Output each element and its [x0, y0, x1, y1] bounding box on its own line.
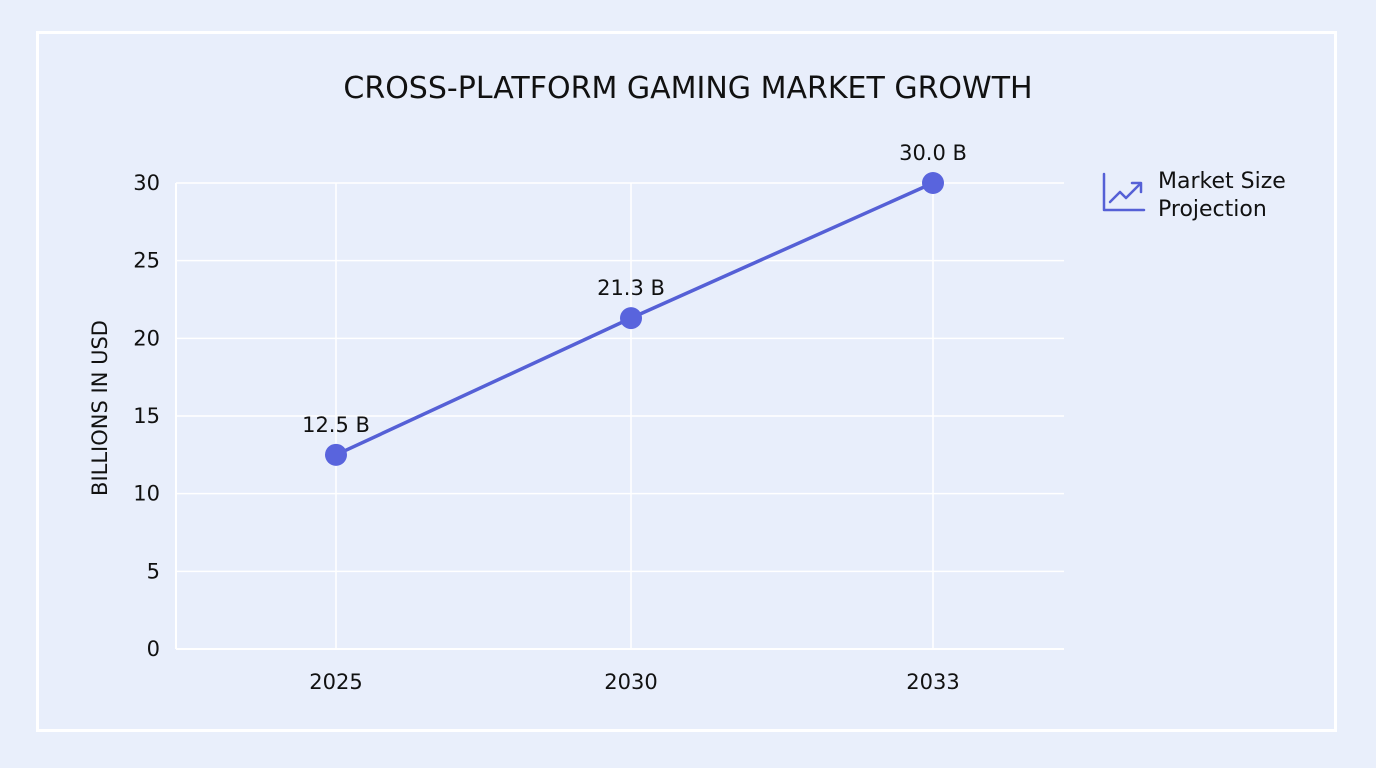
data-point	[325, 443, 347, 466]
x-tick-label: 2030	[604, 670, 657, 694]
x-tick-label: 2033	[906, 670, 959, 694]
chart-frame	[36, 31, 1337, 732]
y-tick-label: 0	[147, 637, 160, 661]
x-tick-label: 2025	[309, 670, 362, 694]
legend: Market Size Projection	[1100, 168, 1308, 224]
y-tick-label: 10	[133, 482, 160, 506]
axis-layer	[175, 183, 1064, 650]
data-label: 21.3 B	[597, 276, 665, 300]
data-point	[620, 307, 642, 330]
grid-layer	[176, 182, 1064, 649]
legend-label: Market Size Projection	[1158, 169, 1286, 222]
y-axis-title: BILLIONS IN USD	[88, 320, 112, 496]
data-label: 30.0 B	[899, 141, 967, 165]
y-tick-label: 30	[133, 171, 160, 195]
series-layer	[325, 172, 944, 466]
data-point	[922, 172, 944, 194]
chart-title: CROSS-PLATFORM GAMING MARKET GROWTH	[343, 71, 1033, 106]
y-tick-label: 15	[133, 404, 160, 428]
y-tick-label: 5	[147, 559, 160, 583]
y-tick-label: 25	[133, 249, 160, 273]
y-tick-label: 20	[133, 326, 160, 350]
data-label: 12.5 B	[302, 413, 370, 437]
trending-up-icon	[1102, 172, 1146, 212]
